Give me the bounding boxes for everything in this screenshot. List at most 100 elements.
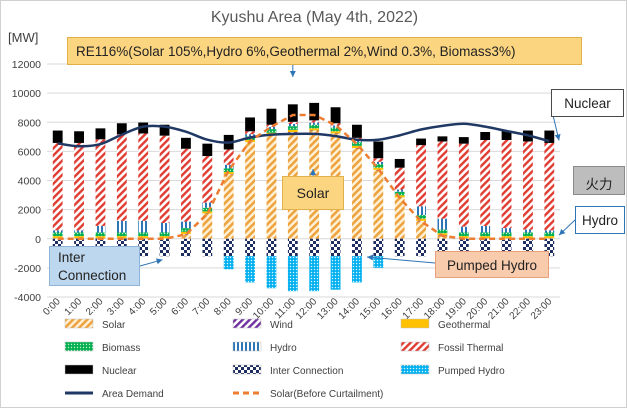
bar-fossil-thermal	[138, 133, 149, 221]
y-tick-label: -4000	[14, 292, 41, 304]
bar-biomass	[330, 127, 341, 132]
bar-hydro	[159, 223, 170, 233]
legend: Solar Wind Geothermal Biomass Hydro Fossil Th…	[64, 318, 505, 400]
bar-geothermal	[52, 236, 63, 239]
legend-label: Fossil Thermal	[438, 343, 503, 354]
bar-hydro	[181, 221, 191, 229]
bar-wind	[159, 238, 170, 239]
bar-pumped-hydro	[287, 256, 298, 292]
bar-inter-connection	[437, 238, 448, 257]
bar-nuclear	[458, 137, 469, 144]
bar-hydro	[394, 189, 405, 192]
x-tick-label: 22:00	[508, 296, 534, 322]
bar-geothermal	[437, 233, 448, 236]
bar-inter-connection	[266, 238, 277, 257]
x-tick-label: 18:00	[422, 296, 448, 322]
y-tick-label: 10000	[12, 88, 41, 100]
bar-geothermal	[544, 236, 555, 239]
y-tick-label: 2000	[18, 205, 42, 217]
y-tick-label: 4000	[18, 176, 42, 188]
bar-biomass	[287, 126, 298, 130]
bar-fossil-thermal	[266, 124, 277, 127]
bar-geothermal	[501, 236, 512, 239]
bar-biomass	[501, 232, 512, 237]
bar-hydro	[74, 230, 84, 233]
bar-pumped-hydro	[223, 256, 234, 270]
bar-geothermal	[309, 128, 320, 131]
x-tick-label: 16:00	[379, 296, 405, 322]
x-tick-label: 2:00	[84, 296, 106, 318]
inter-callout-line2: Connection	[58, 268, 127, 283]
x-tick-label: 6:00	[170, 296, 192, 318]
bar-inter-connection	[458, 238, 469, 257]
bar-inter-connection	[138, 238, 149, 257]
x-tick-label: 15:00	[358, 296, 384, 322]
x-tick-label: 12:00	[294, 296, 320, 322]
bar-fossil-thermal	[287, 121, 298, 124]
bar-hydro	[138, 220, 149, 233]
bar-inter-connection	[202, 238, 213, 257]
bar-nuclear	[52, 130, 63, 143]
bar-biomass	[266, 129, 277, 133]
bar-biomass	[352, 142, 362, 146]
bar-inter-connection	[181, 238, 191, 257]
bar-fossil-thermal	[202, 156, 213, 203]
bar-inter-connection	[287, 238, 298, 257]
bar-geothermal	[159, 236, 170, 239]
y-tick-label: -2000	[14, 263, 41, 275]
legend-label: Biomass	[102, 343, 140, 354]
y-axis-unit-label: [MW]	[8, 30, 39, 45]
x-tick-label: 10:00	[251, 296, 277, 322]
bar-geothermal	[95, 236, 106, 239]
bar-nuclear	[138, 122, 149, 134]
bar-inter-connection	[416, 238, 426, 257]
bar-solar	[202, 213, 213, 239]
nuclear-callout-text: Nuclear	[564, 96, 611, 111]
bar-inter-connection	[544, 238, 555, 257]
legend-label: Inter Connection	[270, 366, 343, 377]
bar-biomass	[309, 124, 320, 129]
bar-hydro	[480, 225, 491, 233]
legend-swatch	[400, 364, 430, 375]
x-tick-label: 11:00	[273, 296, 298, 321]
bar-pumped-hydro	[352, 256, 362, 283]
legend-swatch	[400, 341, 430, 352]
hydro-callout-text: Hydro	[581, 213, 618, 228]
bar-geothermal	[116, 236, 127, 239]
y-tick-label: 0	[35, 234, 41, 246]
bar-fossil-thermal	[159, 135, 170, 224]
bar-solar	[437, 235, 448, 239]
bar-geothermal	[373, 167, 384, 170]
legend-label: Hydro	[270, 343, 297, 354]
legend-label: Geothermal	[438, 320, 490, 331]
legend-label: Pumped Hydro	[438, 366, 505, 377]
bar-pumped-hydro	[309, 256, 320, 292]
bar-nuclear	[394, 158, 405, 168]
bar-geothermal	[202, 211, 213, 214]
x-tick-label: 14:00	[337, 296, 363, 322]
x-tick-label: 1:00	[63, 296, 85, 318]
inter-connection-callout: Inter Connection	[49, 246, 140, 286]
inter-callout-line1: Inter	[58, 250, 86, 265]
bar-hydro	[373, 161, 384, 165]
x-tick-label: 8:00	[212, 296, 234, 318]
bar-hydro	[501, 228, 512, 233]
bar-fossil-thermal	[501, 140, 512, 229]
bar-geothermal	[181, 231, 191, 234]
pumped-hydro-callout-text: Pumped Hydro	[446, 258, 538, 273]
bar-hydro	[95, 225, 106, 233]
bar-solar	[266, 135, 277, 239]
bar-inter-connection	[223, 238, 234, 257]
bar-biomass	[202, 207, 213, 212]
bar-solar	[394, 197, 405, 239]
bar-inter-connection	[352, 238, 362, 257]
bar-nuclear	[181, 137, 191, 149]
bar-nuclear	[74, 131, 84, 143]
bar-fossil-thermal	[480, 140, 491, 226]
bar-fossil-thermal	[394, 167, 405, 190]
bar-hydro	[245, 134, 255, 137]
bar-geothermal	[416, 218, 426, 221]
bar-nuclear	[95, 128, 106, 140]
bar-biomass	[52, 232, 63, 237]
thermal-callout: 火力	[573, 166, 625, 195]
